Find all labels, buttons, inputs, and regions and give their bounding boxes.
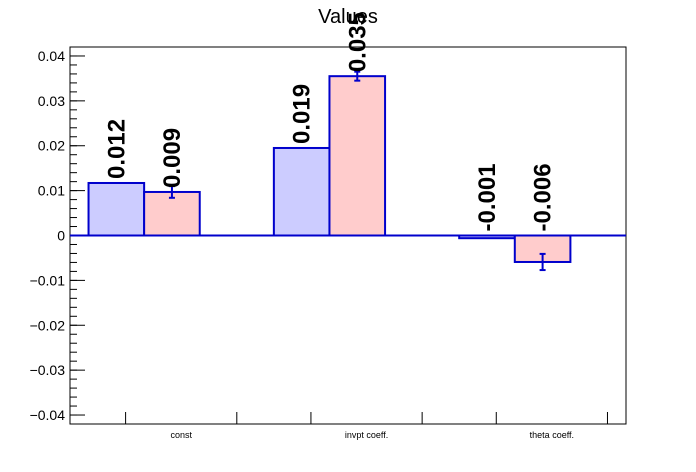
y-axis: −0.04 −0.03 −0.02 −0.01 0 0.01 0.02 0.03 0.04 bbox=[30, 46, 85, 423]
bar bbox=[143, 190, 201, 237]
y-tick-label: 0.04 bbox=[38, 48, 65, 64]
data-label: -0.001 bbox=[474, 163, 501, 231]
y-tick-label: 0.03 bbox=[38, 93, 65, 109]
bar bbox=[87, 181, 146, 237]
bar bbox=[272, 146, 331, 237]
data-label: 0.012 bbox=[103, 119, 130, 179]
x-axis: const invpt coeff. theta coeff. bbox=[125, 412, 608, 440]
y-tick-label: 0.02 bbox=[38, 138, 65, 154]
y-tick-label: 0.01 bbox=[38, 183, 65, 199]
y-tick-label: −0.02 bbox=[30, 317, 66, 333]
data-label: -0.006 bbox=[530, 163, 557, 231]
bars bbox=[87, 70, 572, 272]
data-label: 0.019 bbox=[289, 84, 316, 144]
value-labels: 0.012 0.019 -0.001 0.009 0.035 -0.006 bbox=[103, 12, 556, 231]
y-tick-label: −0.03 bbox=[30, 362, 66, 378]
bar bbox=[328, 75, 387, 237]
x-category-label: invpt coeff. bbox=[345, 430, 388, 440]
y-tick-label: 0 bbox=[57, 228, 65, 244]
x-category-label: theta coeff. bbox=[530, 430, 574, 440]
y-tick-label: −0.01 bbox=[30, 272, 66, 288]
y-tick-label: −0.04 bbox=[30, 407, 66, 423]
data-label: 0.035 bbox=[344, 12, 371, 72]
chart-title: Values bbox=[318, 6, 378, 28]
data-label: 0.009 bbox=[159, 128, 186, 188]
x-category-label: const bbox=[170, 430, 192, 440]
